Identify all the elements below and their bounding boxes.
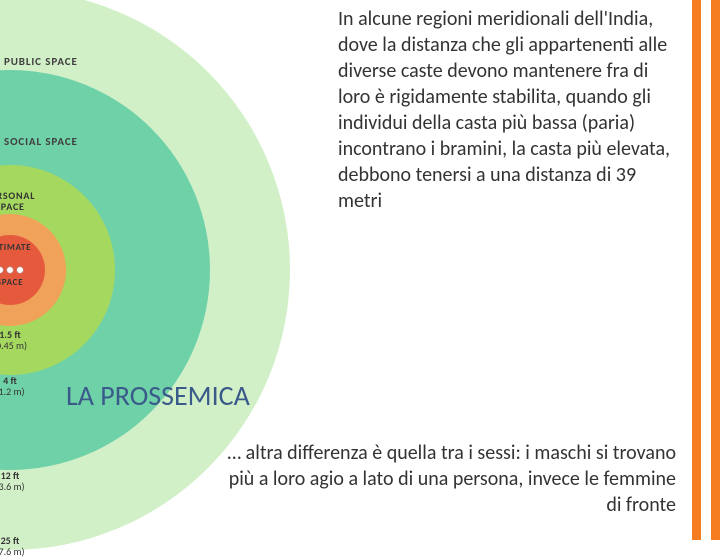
- label-social: SOCIAL SPACE: [4, 135, 78, 148]
- dist-1: 1.5 ft (0.45 m): [0, 329, 30, 351]
- dist-2: 4 ft (1.2 m): [0, 375, 28, 397]
- page-title: LA PROSSEMICA: [66, 378, 250, 413]
- dist-4: 25 ft (7.6 m): [0, 535, 30, 557]
- dist-3: 12 ft (3.6 m): [0, 470, 30, 492]
- paragraph-1: In alcune regioni meridionali dell'India…: [338, 6, 684, 214]
- label-intimate: INTIMATESPACE: [0, 243, 36, 288]
- slide-root: PUBLIC SPACE SOCIAL SPACE PERSONAL SPACE…: [0, 0, 720, 540]
- label-public: PUBLIC SPACE: [4, 55, 78, 68]
- label-personal: PERSONAL SPACE: [0, 190, 38, 212]
- paragraph-2: … altra differenza è quella tra i sessi:…: [218, 440, 676, 518]
- accent-bar-inner: [701, 0, 711, 540]
